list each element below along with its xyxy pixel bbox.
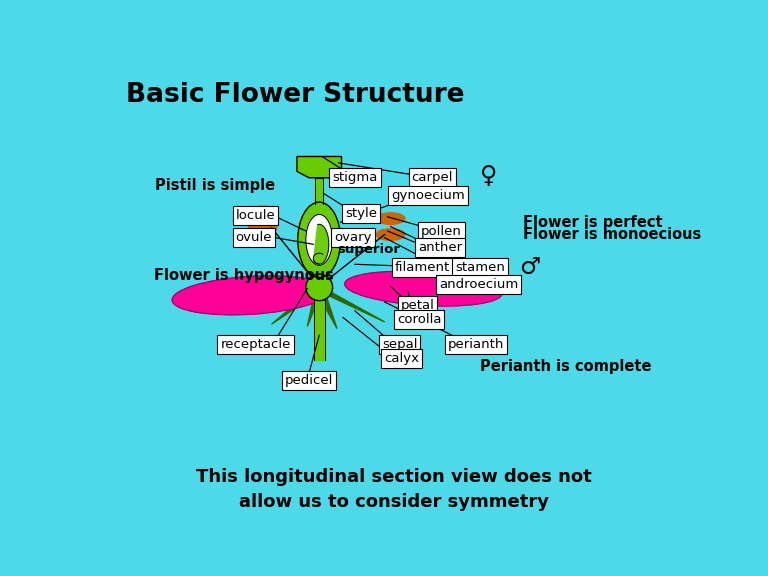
Text: Basic Flower Structure: Basic Flower Structure (126, 82, 465, 108)
Ellipse shape (376, 213, 405, 224)
Ellipse shape (248, 222, 277, 234)
Text: receptacle: receptacle (220, 338, 291, 351)
Text: Flower is hypogynous: Flower is hypogynous (154, 268, 334, 283)
Text: locule: locule (236, 209, 276, 222)
Text: Flower is perfect: Flower is perfect (523, 215, 663, 230)
Text: androecium: androecium (439, 278, 518, 291)
Polygon shape (313, 225, 329, 264)
Text: filament: filament (395, 261, 450, 274)
Ellipse shape (376, 229, 405, 240)
Text: gynoecium: gynoecium (391, 189, 465, 202)
Text: pedicel: pedicel (285, 374, 333, 387)
Text: ovary: ovary (334, 231, 372, 244)
Text: sepal: sepal (382, 338, 417, 351)
Polygon shape (314, 289, 385, 322)
Ellipse shape (345, 271, 502, 306)
Text: This longitudinal section view does not
allow us to consider symmetry: This longitudinal section view does not … (196, 468, 591, 511)
Polygon shape (307, 289, 323, 327)
Text: pollen: pollen (421, 225, 462, 237)
Text: ovule: ovule (236, 231, 272, 244)
Text: superior: superior (337, 243, 400, 256)
Text: ♂: ♂ (518, 255, 540, 279)
Bar (314, 300, 325, 359)
Ellipse shape (298, 202, 341, 278)
Polygon shape (315, 289, 337, 328)
Text: calyx: calyx (384, 353, 419, 365)
Ellipse shape (306, 274, 333, 301)
Text: corolla: corolla (397, 313, 442, 326)
Text: carpel: carpel (412, 171, 453, 184)
Text: petal: petal (400, 298, 435, 312)
Text: stigma: stigma (333, 171, 378, 184)
Text: Perianth is complete: Perianth is complete (480, 359, 651, 374)
PathPatch shape (297, 157, 342, 178)
Text: ♀: ♀ (480, 165, 498, 188)
Polygon shape (272, 289, 325, 324)
Text: Pistil is simple: Pistil is simple (155, 178, 275, 193)
Ellipse shape (306, 214, 333, 266)
Ellipse shape (248, 206, 277, 218)
Text: perianth: perianth (448, 338, 504, 351)
Text: anther: anther (418, 241, 462, 254)
Text: style: style (345, 207, 377, 220)
Text: Flower is monoecious: Flower is monoecious (523, 226, 702, 241)
Ellipse shape (172, 276, 329, 314)
Bar (315, 178, 323, 204)
Text: stamen: stamen (455, 261, 505, 274)
